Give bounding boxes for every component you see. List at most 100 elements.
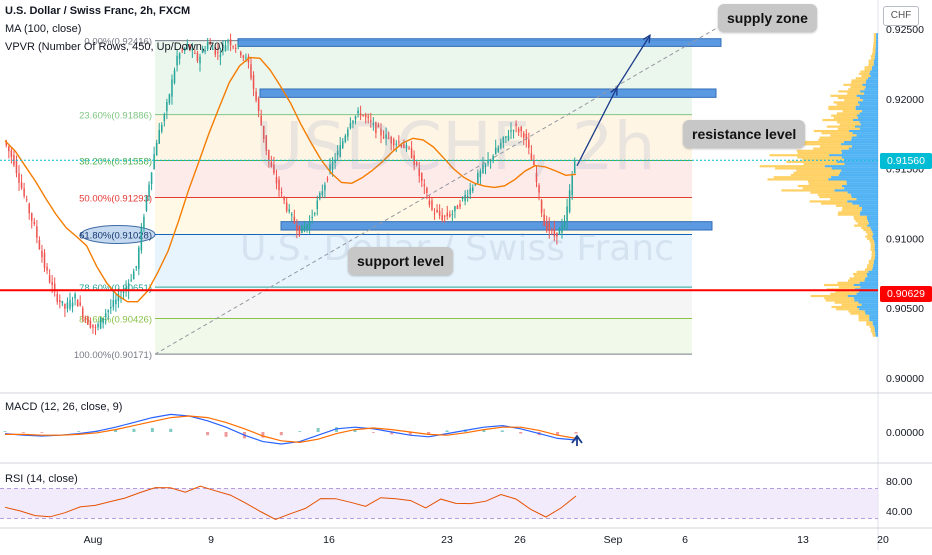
time-tick-label: Sep [604,534,623,546]
macd-histogram-bar [353,429,357,432]
volume-profile-row [874,248,878,251]
volume-profile-row [837,281,860,284]
volume-profile-row [847,191,878,194]
candle-body [522,133,525,138]
volume-profile-row [824,165,878,168]
legend-symbol[interactable]: U.S. Dollar / Swiss Franc, 2h, FXCM [5,5,191,17]
rsi-tick-label: 80.00 [886,476,912,488]
volume-profile-row [873,233,878,236]
candle-body [107,310,110,313]
candle-body [117,293,120,301]
candle-body [479,170,482,178]
volume-profile-row [870,74,878,78]
volume-profile-row [871,57,875,60]
volume-profile-row [848,88,865,91]
candle-body [250,64,252,79]
volume-profile-row [861,303,878,306]
volume-profile-row [859,121,878,124]
candle-body [377,124,380,128]
candle-body [61,300,64,304]
volume-profile-row [831,114,857,117]
candle-body [69,300,71,309]
candle-body [494,147,497,155]
volume-profile-row [870,70,878,73]
candle-body [285,202,288,211]
candle-body [268,149,270,162]
candle-body [372,123,375,125]
candle-body [543,214,545,226]
currency-tag[interactable]: CHF [883,6,919,26]
volume-profile-row [853,215,868,218]
volume-profile-row [869,316,878,320]
resistance-level-callout[interactable]: resistance level [683,120,806,148]
candle-body [127,283,130,292]
fib-band [155,287,692,319]
macd-histogram-bar [408,432,412,436]
red-level-price-tag: 0.90629 [880,286,932,302]
candle-body [336,150,339,156]
trend-line [154,25,721,355]
moving-average-line [4,56,577,303]
zone-support-level [280,221,713,231]
volume-profile-row [860,286,878,289]
volume-profile-row [838,286,861,289]
volume-profile-row [873,41,876,45]
volume-profile-row [830,292,857,295]
candle-body [204,49,206,52]
macd-histogram-bar [427,432,431,435]
candle-body [400,144,403,147]
volume-profile-row [759,165,825,168]
candle-body [329,164,331,173]
fib-label: 100.00%(0.90171) [74,350,152,361]
candle-body [196,52,199,61]
candle-body [484,163,487,167]
volume-profile-row [852,132,878,135]
volume-profile-row [858,319,870,322]
candle-body [298,225,301,236]
support-level-callout[interactable]: support level [348,247,454,275]
candle-body [441,215,443,221]
fib-band [155,40,692,115]
volume-profile-row [857,101,878,104]
volume-profile-row [802,140,844,144]
volume-profile-row [867,217,878,221]
candle-body [158,130,160,144]
macd-line [4,413,577,445]
price-tick-label: 0.91000 [886,233,924,245]
volume-profile-row [856,198,878,201]
volume-profile-row [836,160,878,163]
volume-profile-row [862,99,878,102]
candle-body [161,125,163,132]
macd-histogram-bar [114,429,118,432]
legend-ma[interactable]: MA (100, close) [5,23,82,35]
supply-zone-callout[interactable]: supply zone [718,4,817,32]
fib-label: 0.00%(0.92416) [84,37,152,48]
volume-profile-row [847,200,878,203]
candle-body [33,221,36,225]
candle-body [150,172,153,184]
candle-body [438,210,441,216]
legend-rsi[interactable]: RSI (14, close) [5,473,78,485]
volume-profile-row [846,182,878,185]
candle-body [153,154,155,169]
volume-profile-row [856,94,878,97]
volume-profile-row [876,35,878,38]
time-tick-label: 20 [877,534,889,546]
volume-profile-row [875,255,878,258]
candle-body [428,200,431,205]
volume-profile-row [830,198,857,201]
candle-body [265,135,268,151]
volume-profile-row [851,195,878,199]
legend-vpvr[interactable]: VPVR (Number Of Rows, 450, Up/Down, 70) [5,41,224,53]
volume-profile-row [867,215,878,218]
candle-body [176,55,178,66]
time-tick-label: Aug [84,534,103,546]
macd-up-arrow [571,434,583,446]
candle-body [459,203,461,207]
legend-macd[interactable]: MACD (12, 26, close, 9) [5,401,123,413]
volume-profile-row [836,204,860,207]
candle-body [311,217,313,219]
volume-profile-row [859,127,878,130]
candle-body [324,184,326,191]
